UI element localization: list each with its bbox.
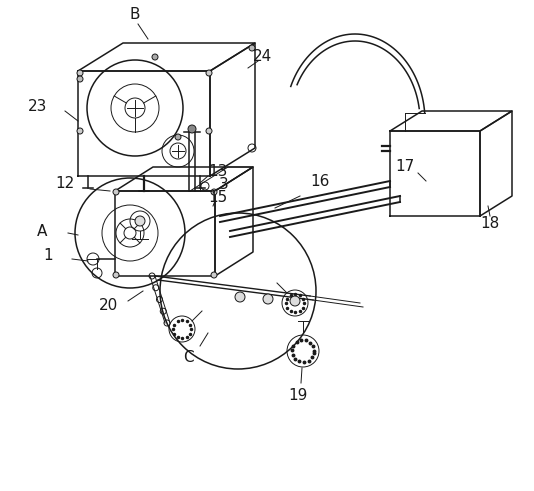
- Circle shape: [211, 189, 217, 195]
- Circle shape: [113, 189, 119, 195]
- Circle shape: [175, 134, 181, 140]
- Text: 1: 1: [43, 247, 53, 263]
- Circle shape: [249, 45, 255, 51]
- Text: 3: 3: [219, 176, 229, 191]
- Circle shape: [77, 70, 83, 76]
- Text: 16: 16: [310, 173, 329, 189]
- Circle shape: [263, 294, 273, 304]
- Text: 19: 19: [288, 388, 308, 404]
- Text: 20: 20: [98, 299, 117, 313]
- Text: B: B: [130, 6, 140, 22]
- Text: 15: 15: [208, 190, 227, 204]
- Text: 24: 24: [253, 49, 272, 63]
- Text: C: C: [183, 351, 193, 365]
- Text: 13: 13: [208, 164, 227, 179]
- Circle shape: [152, 54, 158, 60]
- Circle shape: [188, 125, 196, 133]
- Circle shape: [135, 216, 145, 226]
- Text: 17: 17: [395, 159, 414, 173]
- Circle shape: [206, 70, 212, 76]
- Circle shape: [211, 272, 217, 278]
- Circle shape: [113, 272, 119, 278]
- Text: 18: 18: [481, 216, 500, 230]
- Text: 12: 12: [56, 175, 75, 191]
- Text: 23: 23: [28, 99, 48, 113]
- Text: A: A: [37, 223, 47, 239]
- Circle shape: [235, 292, 245, 302]
- Circle shape: [77, 76, 83, 82]
- Circle shape: [290, 296, 300, 306]
- Circle shape: [77, 128, 83, 134]
- Circle shape: [206, 128, 212, 134]
